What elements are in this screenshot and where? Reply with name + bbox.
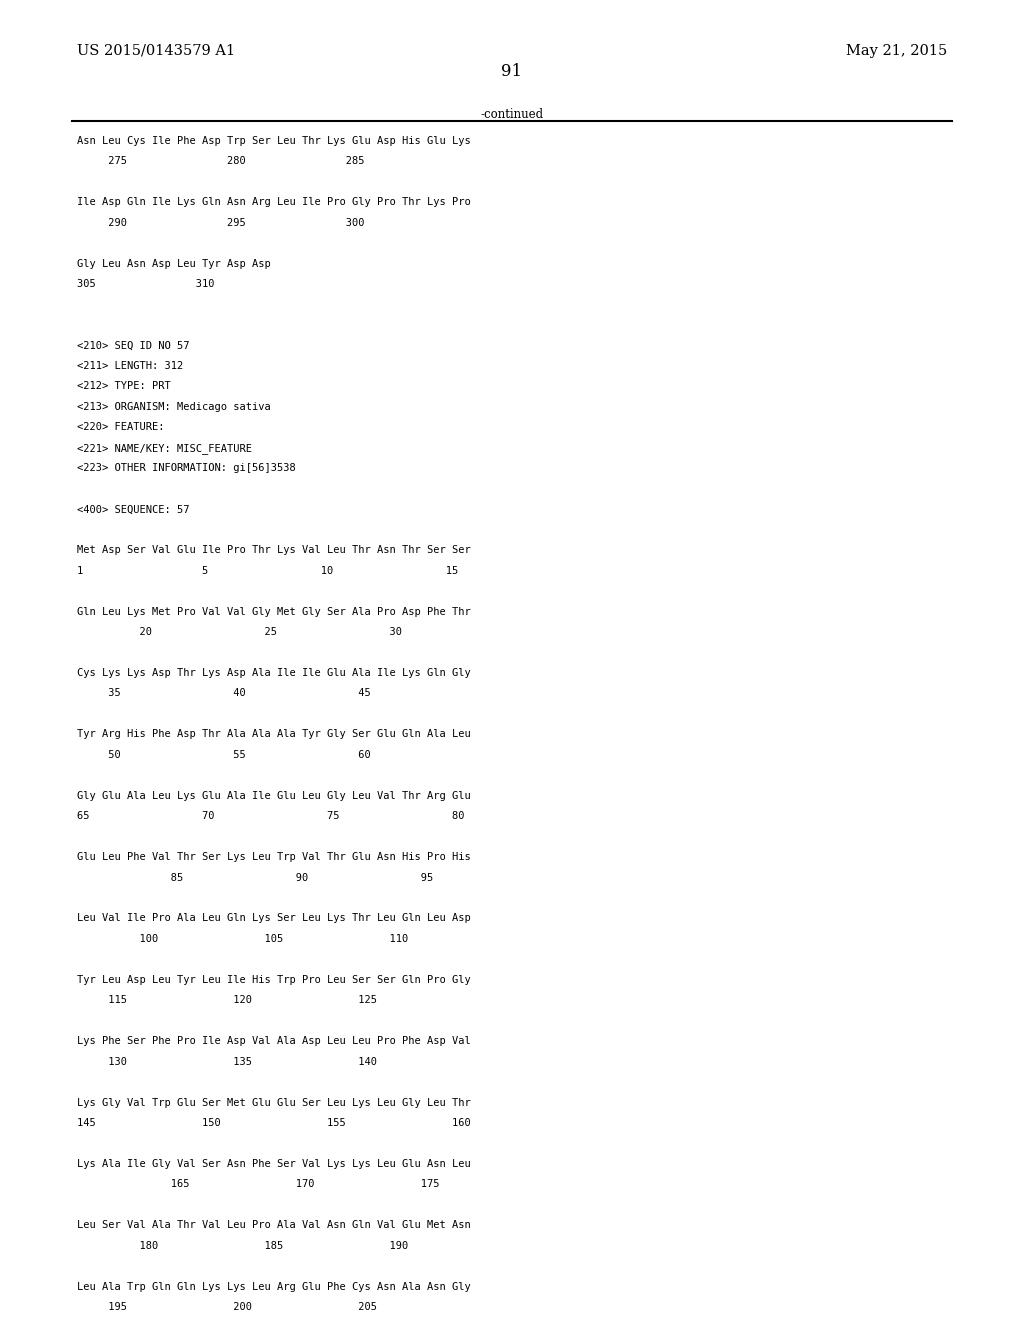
- Text: Lys Phe Ser Phe Pro Ile Asp Val Ala Asp Leu Leu Pro Phe Asp Val: Lys Phe Ser Phe Pro Ile Asp Val Ala Asp …: [77, 1036, 471, 1047]
- Text: 195                 200                 205: 195 200 205: [77, 1302, 377, 1312]
- Text: 1                   5                  10                  15: 1 5 10 15: [77, 565, 458, 576]
- Text: <212> TYPE: PRT: <212> TYPE: PRT: [77, 381, 171, 392]
- Text: Leu Val Ile Pro Ala Leu Gln Lys Ser Leu Lys Thr Leu Gln Leu Asp: Leu Val Ile Pro Ala Leu Gln Lys Ser Leu …: [77, 913, 471, 924]
- Text: <213> ORGANISM: Medicago sativa: <213> ORGANISM: Medicago sativa: [77, 401, 270, 412]
- Text: 145                 150                 155                 160: 145 150 155 160: [77, 1118, 471, 1129]
- Text: 180                 185                 190: 180 185 190: [77, 1241, 408, 1251]
- Text: 35                  40                  45: 35 40 45: [77, 689, 371, 698]
- Text: 115                 120                 125: 115 120 125: [77, 995, 377, 1006]
- Text: 290                295                300: 290 295 300: [77, 218, 365, 228]
- Text: 50                  55                  60: 50 55 60: [77, 750, 371, 760]
- Text: Gly Leu Asn Asp Leu Tyr Asp Asp: Gly Leu Asn Asp Leu Tyr Asp Asp: [77, 259, 270, 269]
- Text: US 2015/0143579 A1: US 2015/0143579 A1: [77, 44, 234, 58]
- Text: 130                 135                 140: 130 135 140: [77, 1056, 377, 1067]
- Text: Tyr Leu Asp Leu Tyr Leu Ile His Trp Pro Leu Ser Ser Gln Pro Gly: Tyr Leu Asp Leu Tyr Leu Ile His Trp Pro …: [77, 974, 471, 985]
- Text: Tyr Arg His Phe Asp Thr Ala Ala Ala Tyr Gly Ser Glu Gln Ala Leu: Tyr Arg His Phe Asp Thr Ala Ala Ala Tyr …: [77, 729, 471, 739]
- Text: 65                  70                  75                  80: 65 70 75 80: [77, 810, 464, 821]
- Text: Met Asp Ser Val Glu Ile Pro Thr Lys Val Leu Thr Asn Thr Ser Ser: Met Asp Ser Val Glu Ile Pro Thr Lys Val …: [77, 545, 471, 556]
- Text: Ile Asp Gln Ile Lys Gln Asn Arg Leu Ile Pro Gly Pro Thr Lys Pro: Ile Asp Gln Ile Lys Gln Asn Arg Leu Ile …: [77, 197, 471, 207]
- Text: <223> OTHER INFORMATION: gi[56]3538: <223> OTHER INFORMATION: gi[56]3538: [77, 463, 296, 474]
- Text: Leu Ala Trp Gln Gln Lys Lys Leu Arg Glu Phe Cys Asn Ala Asn Gly: Leu Ala Trp Gln Gln Lys Lys Leu Arg Glu …: [77, 1282, 471, 1292]
- Text: Leu Ser Val Ala Thr Val Leu Pro Ala Val Asn Gln Val Glu Met Asn: Leu Ser Val Ala Thr Val Leu Pro Ala Val …: [77, 1220, 471, 1230]
- Text: Lys Ala Ile Gly Val Ser Asn Phe Ser Val Lys Lys Leu Glu Asn Leu: Lys Ala Ile Gly Val Ser Asn Phe Ser Val …: [77, 1159, 471, 1170]
- Text: 165                 170                 175: 165 170 175: [77, 1180, 439, 1189]
- Text: <400> SEQUENCE: 57: <400> SEQUENCE: 57: [77, 504, 189, 515]
- Text: 305                310: 305 310: [77, 280, 214, 289]
- Text: 20                  25                  30: 20 25 30: [77, 627, 401, 638]
- Text: Lys Gly Val Trp Glu Ser Met Glu Glu Ser Leu Lys Leu Gly Leu Thr: Lys Gly Val Trp Glu Ser Met Glu Glu Ser …: [77, 1098, 471, 1107]
- Text: 91: 91: [502, 63, 522, 81]
- Text: 100                 105                 110: 100 105 110: [77, 935, 408, 944]
- Text: <220> FEATURE:: <220> FEATURE:: [77, 422, 164, 433]
- Text: Gly Glu Ala Leu Lys Glu Ala Ile Glu Leu Gly Leu Val Thr Arg Glu: Gly Glu Ala Leu Lys Glu Ala Ile Glu Leu …: [77, 791, 471, 801]
- Text: 275                280                285: 275 280 285: [77, 156, 365, 166]
- Text: Cys Lys Lys Asp Thr Lys Asp Ala Ile Ile Glu Ala Ile Lys Gln Gly: Cys Lys Lys Asp Thr Lys Asp Ala Ile Ile …: [77, 668, 471, 678]
- Text: Gln Leu Lys Met Pro Val Val Gly Met Gly Ser Ala Pro Asp Phe Thr: Gln Leu Lys Met Pro Val Val Gly Met Gly …: [77, 607, 471, 616]
- Text: <210> SEQ ID NO 57: <210> SEQ ID NO 57: [77, 341, 189, 351]
- Text: Glu Leu Phe Val Thr Ser Lys Leu Trp Val Thr Glu Asn His Pro His: Glu Leu Phe Val Thr Ser Lys Leu Trp Val …: [77, 853, 471, 862]
- Text: Asn Leu Cys Ile Phe Asp Trp Ser Leu Thr Lys Glu Asp His Glu Lys: Asn Leu Cys Ile Phe Asp Trp Ser Leu Thr …: [77, 136, 471, 147]
- Text: <221> NAME/KEY: MISC_FEATURE: <221> NAME/KEY: MISC_FEATURE: [77, 442, 252, 454]
- Text: <211> LENGTH: 312: <211> LENGTH: 312: [77, 360, 183, 371]
- Text: May 21, 2015: May 21, 2015: [846, 44, 947, 58]
- Text: 85                  90                  95: 85 90 95: [77, 873, 433, 883]
- Text: -continued: -continued: [480, 108, 544, 121]
